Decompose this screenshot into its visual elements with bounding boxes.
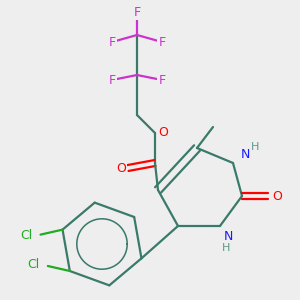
Text: O: O [272,190,282,202]
Text: O: O [158,127,168,140]
Text: F: F [108,35,116,49]
Text: H: H [251,142,259,152]
Text: H: H [222,243,230,253]
Text: F: F [108,74,116,86]
Text: F: F [134,5,141,19]
Text: Cl: Cl [20,229,33,242]
Text: N: N [223,230,233,242]
Text: F: F [158,35,166,49]
Text: O: O [116,161,126,175]
Text: N: N [240,148,250,161]
Text: Cl: Cl [28,259,40,272]
Text: F: F [158,74,166,86]
